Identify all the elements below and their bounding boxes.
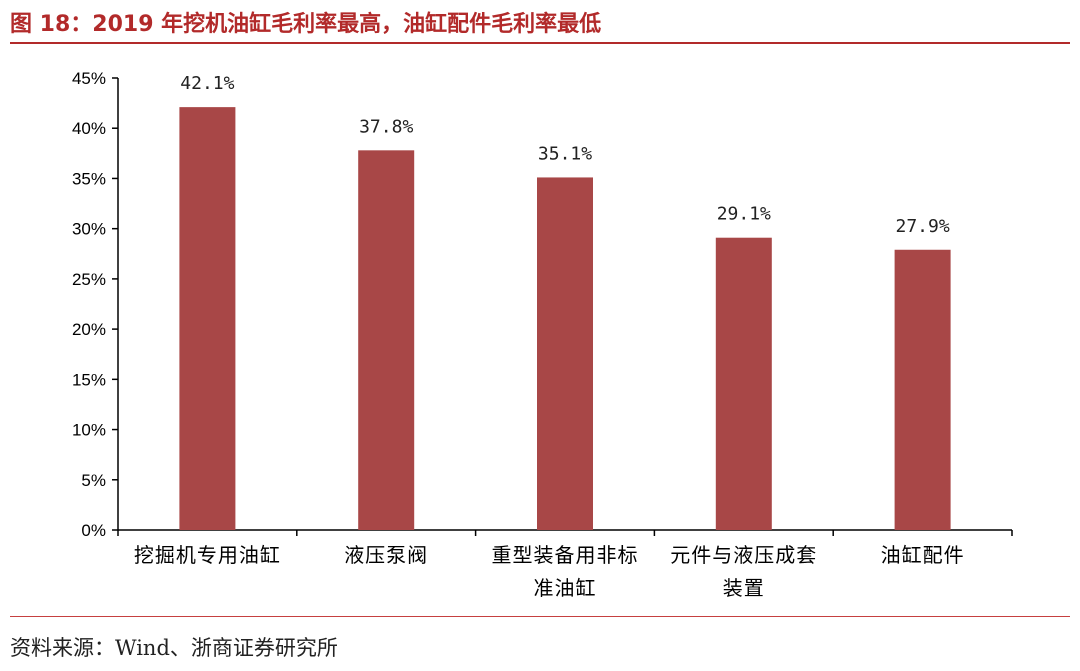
data-label: 29.1%: [717, 204, 771, 225]
x-category-label: 重型装备用非标: [492, 543, 639, 567]
bar: [358, 150, 415, 530]
y-tick-label: 25%: [72, 270, 106, 289]
y-tick-label: 15%: [72, 370, 106, 389]
x-category-label: 油缸配件: [881, 543, 965, 567]
data-label: 27.9%: [896, 216, 950, 237]
bar: [715, 237, 772, 530]
y-tick-label: 0%: [81, 521, 106, 540]
x-category-label: 液压泵阀: [344, 543, 428, 567]
y-tick-label: 45%: [72, 69, 106, 88]
title-underline: [10, 42, 1070, 44]
y-tick-label: 40%: [72, 119, 106, 138]
x-category-label: 装置: [723, 576, 765, 600]
y-tick-label: 10%: [72, 421, 106, 440]
y-tick-label: 35%: [72, 169, 106, 188]
chart-title: 图 18：2019 年挖机油缸毛利率最高，油缸配件毛利率最低: [10, 12, 602, 37]
y-tick-label: 5%: [81, 471, 106, 490]
y-tick-label: 30%: [72, 220, 106, 239]
data-label: 42.1%: [180, 73, 234, 94]
x-category-label: 挖掘机专用油缸: [134, 543, 281, 567]
data-label: 37.8%: [359, 116, 413, 137]
source-note: 资料来源：Wind、浙商证券研究所: [10, 636, 338, 660]
data-label: 35.1%: [538, 143, 592, 164]
source-divider: [10, 616, 1070, 617]
y-tick-label: 20%: [72, 320, 106, 339]
x-category-label: 元件与液压成套: [670, 543, 817, 567]
x-category-label: 准油缸: [534, 576, 597, 600]
bar: [894, 249, 951, 530]
bar: [179, 107, 236, 530]
bar: [537, 177, 593, 530]
